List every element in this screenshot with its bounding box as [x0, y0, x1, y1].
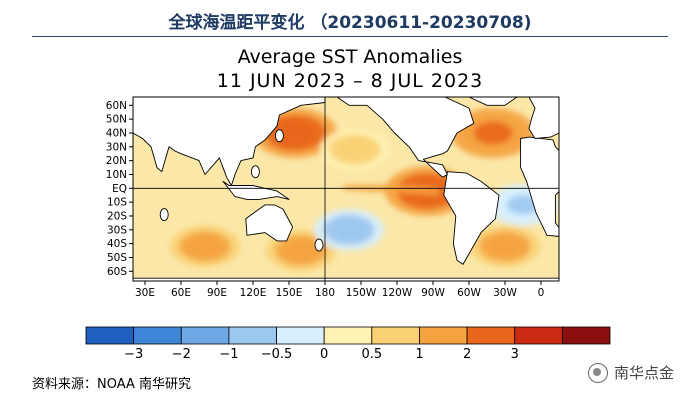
x-tick-label: 0 [538, 287, 545, 299]
eurasia-land [133, 97, 326, 186]
colorbar-label: 3 [511, 347, 519, 362]
indonesia-land [222, 180, 290, 200]
australia-land [245, 204, 294, 242]
y-tick-label: 20N [106, 155, 127, 167]
colorbar-label: −0.5 [261, 347, 293, 362]
y-tick-label: 40S [107, 238, 127, 250]
wechat-icon [588, 362, 608, 383]
y-tick-label: 10N [106, 169, 127, 181]
colorbar-swatch [85, 326, 135, 345]
chart-title: Average SST Anomalies [237, 46, 463, 68]
colorbar-swatch [371, 326, 420, 345]
x-tick-label: 180 [315, 287, 335, 299]
colorbar-swatch [514, 326, 563, 345]
watermark-text: 南华点金 [614, 364, 675, 382]
colorbar-swatch [228, 326, 277, 345]
map-border [132, 96, 560, 282]
x-tick-label: 90E [207, 287, 227, 299]
anomaly-blob-7 [332, 220, 366, 240]
colorbar-swatch [276, 326, 325, 345]
x-tick-label: 150E [276, 287, 303, 299]
colorbar-label: −1 [219, 347, 238, 362]
y-tick-label: 20S [107, 210, 127, 222]
header-divider [32, 36, 668, 37]
philippines-land [250, 165, 260, 179]
x-tick-label: 60E [171, 287, 191, 299]
x-tick-label: 120W [382, 287, 413, 299]
y-tick-label: 50N [106, 114, 127, 126]
y-tick-label: EQ [112, 183, 127, 195]
colorbar-label: 0 [320, 347, 328, 362]
south-america-land [443, 171, 500, 265]
new-zealand-land [314, 238, 324, 252]
colorbar-swatch [180, 326, 230, 345]
page-title: 全球海温距平变化 （20230611-20230708) [168, 13, 532, 33]
colorbar-swatch [323, 326, 373, 345]
north-america-land [336, 97, 475, 178]
colorbar-label: 0.5 [361, 347, 382, 362]
antarctica-land [133, 277, 559, 281]
anomaly-blob-6 [338, 139, 372, 160]
anomaly-blob-3 [188, 236, 222, 257]
x-tick-label: 90W [421, 287, 445, 299]
y-tick-label: 60N [106, 100, 127, 112]
colorbar-label: −2 [172, 347, 191, 362]
anomaly-blob-1 [473, 121, 513, 145]
equatorial-warm-tongue [343, 184, 439, 196]
chart-subtitle: 11 JUN 2023 – 8 JUL 2023 [216, 70, 484, 92]
anomaly-blob-5 [488, 236, 522, 257]
colorbar-swatch [419, 326, 468, 345]
y-tick-label: 50S [107, 252, 127, 264]
x-tick-label: 30E [135, 287, 155, 299]
colorbar-label: −3 [124, 347, 143, 362]
japan-land [274, 129, 284, 143]
anomaly-blob-0 [275, 121, 315, 145]
europe-west-land [528, 97, 559, 139]
x-tick-label: 150W [346, 287, 377, 299]
y-tick-label: 60S [107, 266, 127, 278]
greenland-land [468, 97, 518, 106]
anomaly-blob-8 [506, 195, 540, 215]
watermark: 南华点金 [588, 362, 674, 383]
anomaly-blob-4 [284, 240, 318, 261]
colorbar-label: 2 [463, 347, 471, 362]
africa-land [520, 136, 559, 237]
colorbar-label: 1 [415, 347, 423, 362]
colorbar-swatch [133, 326, 182, 345]
x-tick-label: 60W [457, 287, 481, 299]
madagascar-land [159, 208, 169, 222]
source-note: 资料来源：NOAA 南华研究 [32, 377, 192, 392]
colorbar-swatch [466, 326, 516, 345]
y-tick-label: 30N [106, 141, 127, 153]
colorbar-swatch [561, 326, 611, 345]
x-tick-label: 30W [493, 287, 517, 299]
x-tick-label: 120E [240, 287, 267, 299]
y-tick-label: 40N [106, 127, 127, 139]
y-tick-label: 10S [107, 197, 127, 209]
y-tick-label: 30S [107, 224, 127, 236]
